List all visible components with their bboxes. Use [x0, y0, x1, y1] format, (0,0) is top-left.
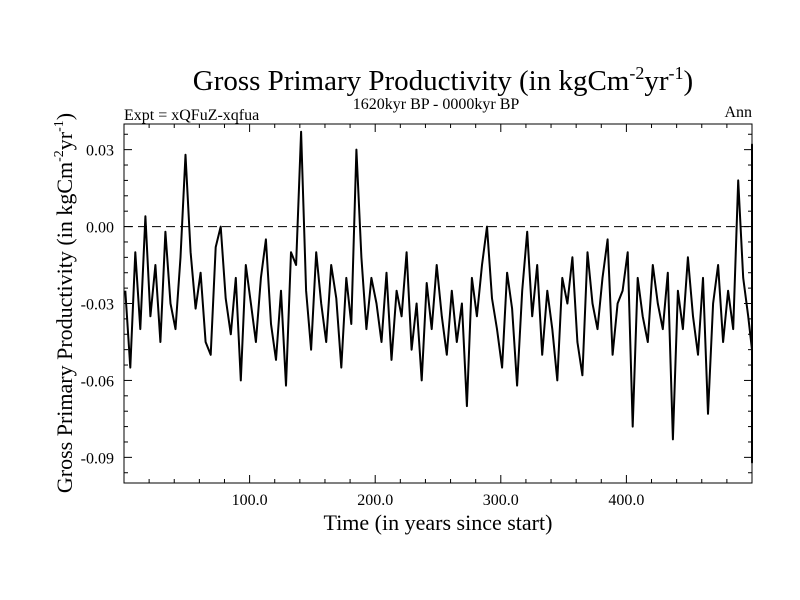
chart-subtitle: 1620kyr BP - 0000kyr BP — [353, 96, 520, 113]
y-tick-label: 0.00 — [86, 220, 114, 237]
x-tick-label: 300.0 — [483, 492, 519, 509]
x-tick-label: 200.0 — [357, 492, 393, 509]
y-tick-label: -0.03 — [81, 297, 114, 314]
y-axis: 0.03 0.00 -0.03 -0.06 -0.09 — [81, 133, 752, 474]
season-label: Ann — [724, 104, 752, 121]
x-axis: 100.0 200.0 300.0 400.0 — [148, 124, 728, 509]
x-axis-label: Time (in years since start) — [324, 510, 553, 535]
series-line-gpp — [124, 130, 753, 464]
y-tick-label: -0.06 — [81, 373, 114, 390]
experiment-label: Expt = xQFuZ-xqfua — [124, 107, 259, 124]
x-tick-label: 100.0 — [232, 492, 268, 509]
y-tick-label: -0.09 — [81, 450, 114, 467]
y-axis-label: Gross Primary Productivity (in kgCm-2yr-… — [52, 113, 77, 493]
y-tick-label: 0.03 — [86, 143, 114, 160]
x-tick-label: 400.0 — [608, 492, 644, 509]
chart-title: Gross Primary Productivity (in kgCm-2yr-… — [193, 63, 693, 97]
